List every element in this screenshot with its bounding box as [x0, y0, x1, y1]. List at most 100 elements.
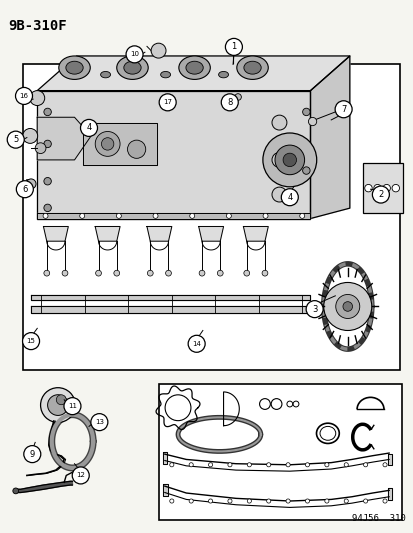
- Ellipse shape: [185, 61, 203, 74]
- Ellipse shape: [100, 71, 110, 78]
- Circle shape: [169, 463, 173, 467]
- Polygon shape: [147, 227, 171, 241]
- Circle shape: [280, 189, 298, 206]
- Circle shape: [382, 499, 386, 503]
- Circle shape: [169, 499, 173, 503]
- Circle shape: [285, 463, 290, 467]
- Circle shape: [24, 446, 41, 463]
- Text: 10: 10: [130, 51, 139, 58]
- Ellipse shape: [160, 71, 170, 78]
- Circle shape: [30, 91, 45, 106]
- Circle shape: [22, 333, 40, 350]
- Ellipse shape: [218, 71, 228, 78]
- Circle shape: [305, 301, 323, 318]
- Circle shape: [363, 499, 367, 503]
- Circle shape: [343, 499, 347, 503]
- Circle shape: [226, 213, 231, 219]
- Ellipse shape: [236, 56, 268, 79]
- Ellipse shape: [116, 56, 148, 79]
- Circle shape: [271, 187, 286, 202]
- Circle shape: [259, 399, 270, 409]
- Text: 9: 9: [30, 450, 35, 458]
- Text: 15: 15: [26, 338, 36, 344]
- Polygon shape: [310, 56, 349, 219]
- Circle shape: [247, 463, 251, 467]
- Circle shape: [188, 335, 205, 352]
- Polygon shape: [243, 227, 268, 241]
- Polygon shape: [387, 454, 391, 465]
- Circle shape: [114, 270, 119, 276]
- Circle shape: [335, 294, 359, 319]
- Bar: [363, 163, 402, 213]
- Text: 8: 8: [227, 98, 232, 107]
- Circle shape: [247, 499, 251, 503]
- Circle shape: [323, 282, 371, 330]
- Bar: [23, 64, 399, 370]
- Circle shape: [159, 94, 176, 111]
- Polygon shape: [163, 484, 168, 496]
- Circle shape: [44, 108, 51, 116]
- Text: 4: 4: [86, 124, 91, 132]
- Text: 6: 6: [22, 185, 27, 193]
- Circle shape: [35, 143, 46, 154]
- Text: 4: 4: [287, 193, 292, 201]
- Circle shape: [56, 395, 66, 405]
- Bar: [26, 179, 30, 189]
- Circle shape: [225, 38, 242, 55]
- Circle shape: [101, 138, 114, 150]
- Circle shape: [243, 270, 249, 276]
- Polygon shape: [163, 452, 167, 464]
- Circle shape: [285, 499, 290, 503]
- Circle shape: [151, 43, 166, 58]
- Polygon shape: [37, 56, 349, 91]
- Circle shape: [363, 463, 367, 467]
- Circle shape: [292, 401, 298, 407]
- Text: 2: 2: [377, 190, 382, 199]
- Circle shape: [64, 398, 81, 415]
- Circle shape: [40, 387, 75, 423]
- Circle shape: [189, 213, 194, 219]
- Ellipse shape: [243, 61, 261, 74]
- Circle shape: [189, 463, 193, 467]
- Circle shape: [44, 177, 51, 185]
- Circle shape: [286, 401, 292, 407]
- Ellipse shape: [319, 426, 335, 440]
- Circle shape: [126, 46, 143, 63]
- Circle shape: [95, 270, 101, 276]
- Circle shape: [391, 184, 399, 192]
- Ellipse shape: [66, 61, 83, 74]
- Circle shape: [127, 140, 145, 158]
- Circle shape: [26, 179, 36, 189]
- Circle shape: [305, 463, 309, 467]
- Text: 5: 5: [13, 135, 18, 144]
- Circle shape: [262, 133, 316, 187]
- Circle shape: [271, 115, 286, 130]
- Ellipse shape: [178, 56, 210, 79]
- Circle shape: [80, 213, 85, 219]
- Text: 16: 16: [19, 93, 28, 99]
- Circle shape: [208, 499, 212, 503]
- Circle shape: [382, 463, 386, 467]
- Circle shape: [208, 463, 212, 467]
- Polygon shape: [37, 117, 91, 160]
- Polygon shape: [95, 227, 120, 241]
- Circle shape: [153, 213, 158, 219]
- Circle shape: [343, 463, 347, 467]
- Polygon shape: [43, 227, 68, 241]
- Circle shape: [282, 153, 296, 167]
- Text: 1: 1: [231, 43, 236, 51]
- Circle shape: [364, 184, 371, 192]
- Circle shape: [342, 302, 352, 311]
- Circle shape: [44, 204, 51, 212]
- Circle shape: [382, 184, 389, 192]
- Bar: [159, 384, 401, 520]
- Polygon shape: [31, 295, 310, 300]
- Circle shape: [23, 128, 38, 143]
- Circle shape: [274, 145, 304, 175]
- Text: 17: 17: [163, 99, 172, 106]
- Circle shape: [95, 132, 120, 156]
- Circle shape: [165, 395, 190, 421]
- Circle shape: [189, 499, 193, 503]
- Text: 12: 12: [76, 472, 85, 479]
- Circle shape: [266, 463, 270, 467]
